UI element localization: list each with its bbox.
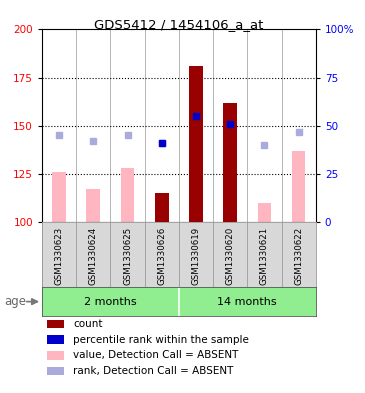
Text: GSM1330619: GSM1330619 <box>192 227 200 285</box>
Text: GSM1330622: GSM1330622 <box>294 227 303 285</box>
Bar <box>292 151 306 222</box>
Text: age: age <box>4 295 26 308</box>
Bar <box>155 193 169 222</box>
Bar <box>121 168 134 222</box>
Text: GSM1330621: GSM1330621 <box>260 227 269 285</box>
Text: GSM1330625: GSM1330625 <box>123 227 132 285</box>
Bar <box>258 203 271 222</box>
Text: GDS5412 / 1454106_a_at: GDS5412 / 1454106_a_at <box>94 18 264 31</box>
Text: rank, Detection Call = ABSENT: rank, Detection Call = ABSENT <box>73 366 233 376</box>
Text: 2 months: 2 months <box>84 297 137 307</box>
Bar <box>52 172 66 222</box>
Text: 14 months: 14 months <box>218 297 277 307</box>
Text: value, Detection Call = ABSENT: value, Detection Call = ABSENT <box>73 350 238 360</box>
Text: GSM1330624: GSM1330624 <box>89 227 98 285</box>
Text: GSM1330626: GSM1330626 <box>157 227 166 285</box>
Bar <box>189 66 203 222</box>
Text: GSM1330620: GSM1330620 <box>226 227 235 285</box>
Text: GSM1330623: GSM1330623 <box>55 227 64 285</box>
Bar <box>87 189 100 222</box>
Bar <box>223 103 237 222</box>
Text: count: count <box>73 319 103 329</box>
Text: percentile rank within the sample: percentile rank within the sample <box>73 334 249 345</box>
